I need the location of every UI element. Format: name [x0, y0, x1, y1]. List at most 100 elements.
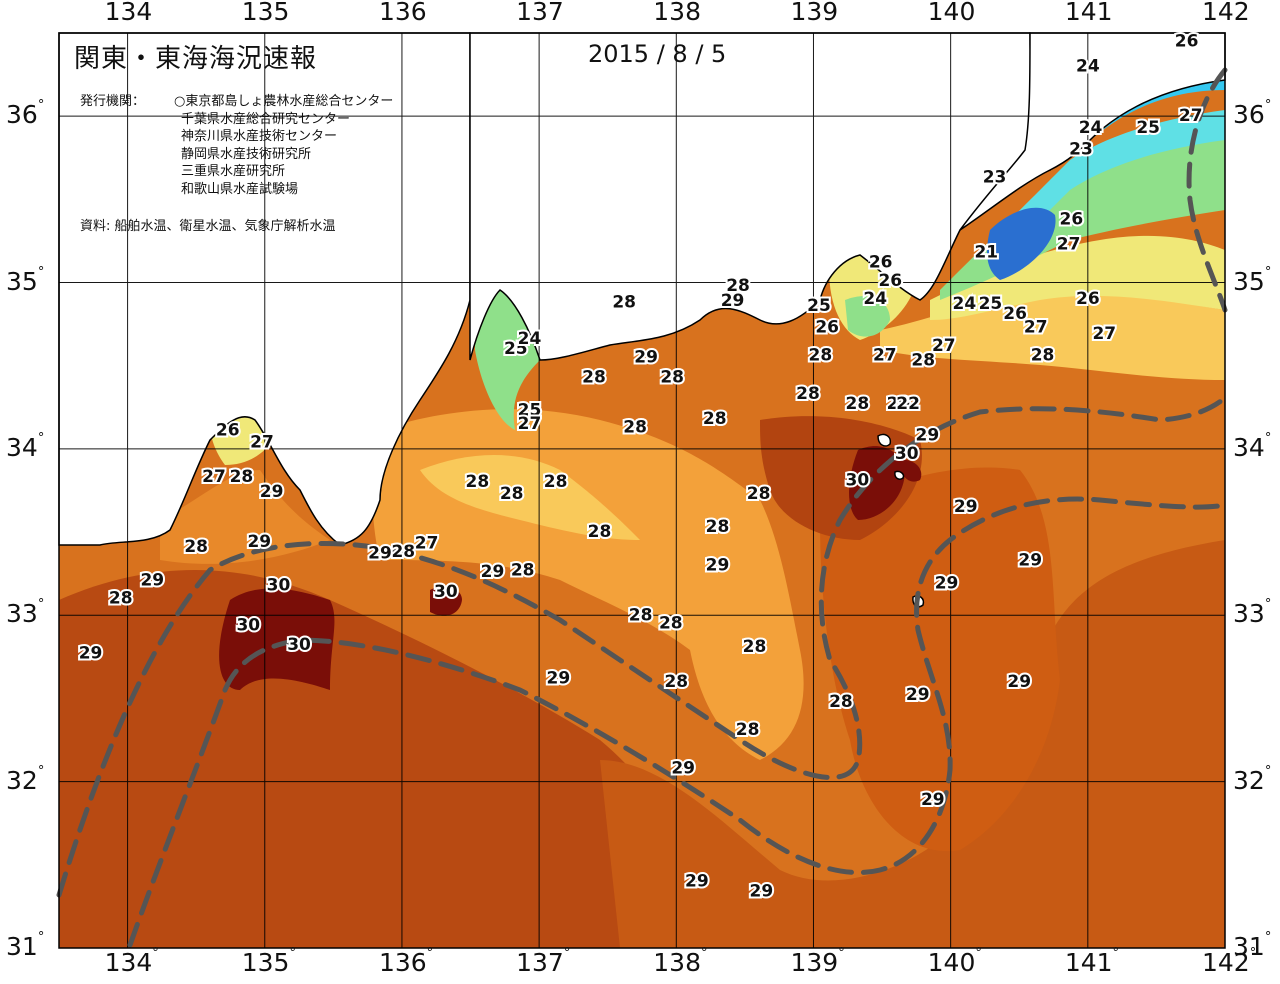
issuer-item: 神奈川県水産技術センター: [181, 129, 338, 144]
kuroshio-axis-main: [56, 395, 1228, 898]
latitude-label: 32°: [1233, 763, 1272, 795]
temperature-label: 29: [671, 758, 695, 778]
temperature-label: 26: [216, 421, 240, 441]
temperature-label: 28: [612, 293, 636, 313]
longitude-label: 134°: [104, 946, 159, 977]
temperature-label: 28: [829, 692, 853, 712]
zone-31-izu: [849, 446, 905, 520]
temperature-label: 29: [935, 574, 959, 594]
temperature-label: 28: [466, 472, 490, 492]
temperature-label: 29: [721, 291, 745, 311]
longitude-label: 135°: [241, 946, 296, 977]
temperature-label: 28: [796, 384, 820, 404]
longitude-label: 136°: [378, 946, 434, 977]
temperature-label: 28: [659, 614, 683, 634]
issuer-label: 発行機関：: [80, 94, 146, 109]
temperature-label: 26: [815, 317, 839, 337]
temperature-label: 27: [518, 414, 542, 434]
issuer-list: ○東京都島しょ農林水産総合センター 千葉県水産総合研究センター 神奈川県水産技術…: [174, 93, 393, 198]
zone-29-east: [820, 467, 1060, 852]
temperature-label: 24: [1076, 56, 1100, 76]
map-frame: [58, 32, 1226, 949]
temperature-label: 24: [953, 294, 977, 314]
temperature-label: 27: [202, 467, 226, 487]
temperature-label: 25: [1136, 118, 1160, 138]
kuroshio-axis-north: [1186, 67, 1228, 313]
longitude-label: 141°: [1064, 946, 1120, 977]
zone-26-kanto: [930, 235, 1225, 320]
map-date: 2015 / 8 / 5: [588, 40, 727, 68]
issuer-item: 千葉県水産総合研究センター: [181, 111, 351, 127]
zone-29-south-east: [600, 540, 1225, 948]
temperature-label: 29: [481, 562, 505, 582]
temperature-label: 28: [911, 351, 935, 371]
longitude-label: 137°: [516, 946, 571, 977]
temperature-label: 29: [140, 570, 164, 590]
island-oshima: [877, 433, 892, 447]
temperature-label: 27: [1092, 324, 1116, 344]
kuroshio-axis: [56, 67, 1228, 948]
latitude-label: 36°: [6, 98, 45, 130]
temperature-label: 28: [544, 472, 568, 492]
issuer-block: 発行機関： ○東京都島しょ農林水産総合センター 千葉県水産総合研究センター 神奈…: [80, 93, 393, 197]
longitude-label: 138°: [653, 0, 708, 26]
temperature-label: 28: [623, 417, 647, 437]
zone-27-band: [420, 455, 640, 540]
latitude-label: 33°: [6, 597, 45, 629]
issuer-item: ○東京都島しょ農林水産総合センター: [174, 94, 394, 109]
temperature-label: 25: [979, 294, 1003, 314]
temperature-label: 30: [846, 471, 870, 491]
zone-21-kanto: [987, 207, 1056, 280]
temperature-label: 29: [887, 394, 911, 414]
temperature-label: 28: [808, 346, 832, 366]
temperature-label: 28: [230, 467, 254, 487]
temperature-label: 29: [1018, 550, 1042, 570]
zone-23-kanto: [1000, 110, 1225, 260]
temperature-label: 28: [660, 367, 684, 387]
temperature-label: 25: [518, 401, 542, 421]
temperature-label: 24: [863, 289, 887, 309]
latitude-label: 35°: [1233, 264, 1272, 296]
temperature-label: 30: [287, 635, 311, 655]
data-sources: 資料: 船舶水温、衛星水温、気象庁解析水温: [80, 219, 336, 234]
zone-28-west: [160, 470, 330, 564]
temperature-label: 24: [1079, 118, 1103, 138]
latitude-label: 31°: [6, 930, 45, 961]
latitude-label: 31°: [1233, 930, 1272, 961]
temperature-label: 28: [109, 589, 133, 609]
temperature-label: 29: [685, 871, 709, 891]
temperature-label: 29: [921, 790, 945, 810]
temperature-label: 28: [588, 522, 612, 542]
temperature-label: 27: [1024, 317, 1048, 337]
temperature-label: 21: [974, 243, 998, 263]
temperature-label: 26: [878, 271, 902, 291]
temperature-label: 23: [1069, 139, 1093, 159]
temperature-label: 29: [247, 532, 271, 552]
latitude-label: 36°: [1233, 98, 1272, 130]
temperature-label: 27: [1057, 234, 1081, 254]
longitude-label: 134°: [104, 0, 159, 26]
longitude-label: 140°: [927, 0, 982, 26]
temperature-label: 29: [915, 426, 939, 446]
temperature-label: 26: [1076, 289, 1100, 309]
temperature-label: 28: [500, 484, 524, 504]
temperature-label: 28: [629, 605, 653, 625]
issuer-item: 静岡県水産技術研究所: [181, 146, 312, 162]
latitude-label: 32°: [6, 763, 45, 795]
longitude-label: 138°: [653, 946, 708, 977]
temperature-label: 30: [434, 582, 458, 602]
latitude-label: 33°: [1233, 597, 1272, 629]
issuer-item: 和歌山県水産試験場: [181, 181, 299, 197]
longitude-label: 142°: [1202, 946, 1257, 977]
longitude-label: 140°: [927, 946, 982, 977]
land-boso: [959, 32, 1226, 231]
longitude-label: 136°: [378, 0, 434, 26]
latitude-label: 34°: [1233, 430, 1272, 462]
temperature-label: 28: [184, 537, 208, 557]
longitude-label: 135°: [241, 0, 296, 26]
temperature-label: 27: [250, 432, 274, 452]
zone-25-sagami: [845, 296, 890, 337]
